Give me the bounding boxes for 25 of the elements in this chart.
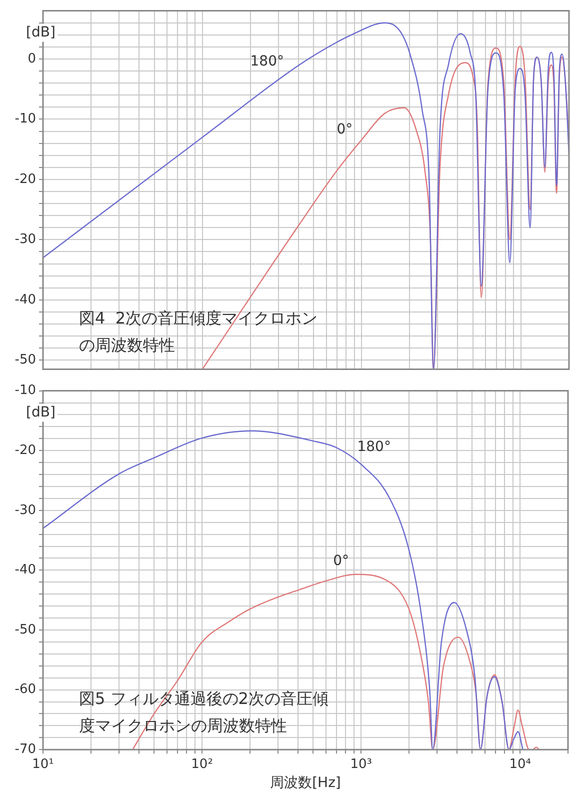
- series-label: 180°: [250, 54, 284, 70]
- x-tick-label: 10²: [191, 756, 213, 772]
- y-tick-label: -50: [14, 622, 36, 638]
- y-tick-label: -20: [14, 172, 36, 187]
- x-tick-label: 10⁴: [509, 756, 532, 772]
- y-tick-label: -70: [14, 742, 36, 757]
- y-axis-title: [dB]: [26, 24, 56, 40]
- x-tick-label: 10¹: [32, 756, 54, 772]
- series-label: 0°: [333, 553, 350, 570]
- y-tick-label: -60: [14, 682, 36, 698]
- y-tick-label: -50: [14, 352, 36, 368]
- y-tick-label: -10: [14, 112, 36, 127]
- x-tick-label: 10³: [350, 756, 372, 772]
- annotation: 図4 2次の音圧傾度マイクロホンの周波数特性: [79, 308, 318, 354]
- y-axis-title: [dB]: [26, 404, 56, 420]
- series-label: 180°: [357, 438, 391, 455]
- y-tick-label: 0: [28, 51, 36, 66]
- y-tick-label: -40: [14, 292, 36, 308]
- y-tick-label: -40: [14, 562, 36, 578]
- y-tick-label: -10: [14, 383, 36, 398]
- y-tick-label: -30: [14, 232, 36, 248]
- y-tick-label: -30: [14, 502, 36, 518]
- series-label: 0°: [336, 121, 353, 138]
- y-tick-label: -20: [14, 442, 36, 458]
- x-axis-title: 周波数[Hz]: [270, 775, 341, 792]
